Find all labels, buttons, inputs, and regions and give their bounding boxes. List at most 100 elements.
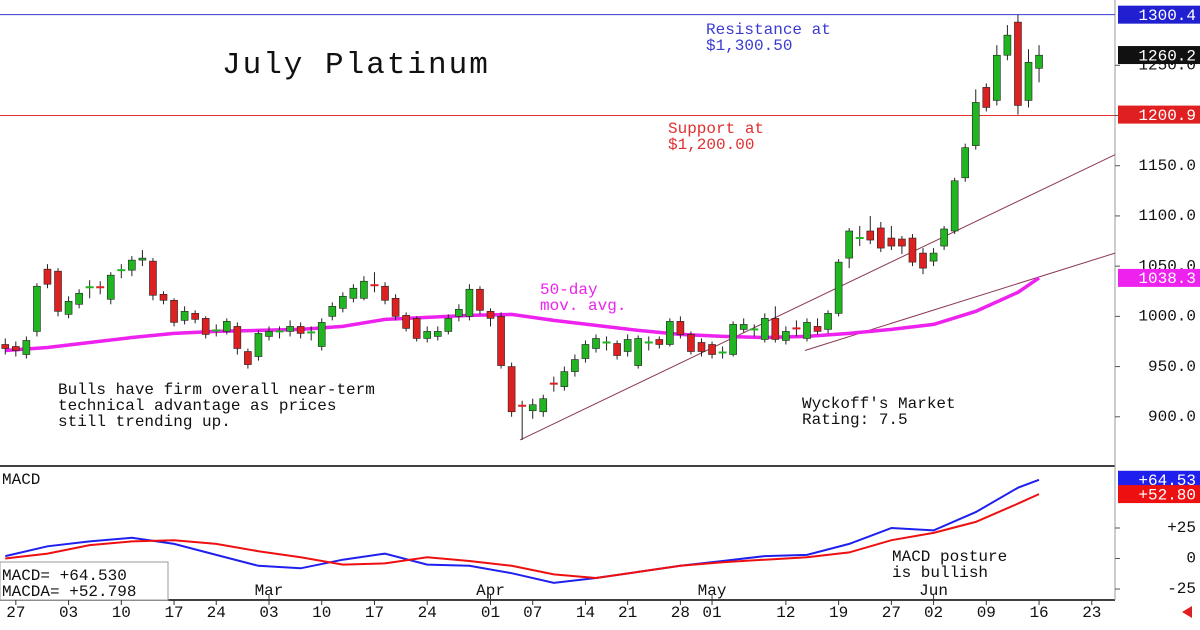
readout: MACD= +64.530: [2, 567, 127, 585]
candle-body: [729, 324, 737, 355]
candle-body: [666, 321, 674, 345]
candle-body: [75, 292, 83, 305]
value-box: [1118, 46, 1200, 65]
annotation: mov. avg.: [540, 297, 626, 315]
x-tick-label: 19: [829, 604, 848, 622]
candle-body: [887, 237, 896, 247]
y-tick-label: 1000.0: [1138, 308, 1196, 326]
y-tick-label: 1100.0: [1138, 207, 1196, 225]
candle-body: [792, 327, 801, 330]
candle-body: [212, 329, 221, 332]
trendline: [519, 154, 1116, 441]
candle-body: [845, 230, 853, 259]
candle-body: [602, 341, 611, 344]
value-box: [1118, 470, 1200, 489]
candle-body: [581, 344, 590, 359]
candle-body: [739, 324, 748, 330]
candle-body: [961, 147, 970, 179]
readout: MACDA= +52.798: [2, 583, 136, 601]
annotation: is bullish: [892, 564, 988, 582]
candle-body: [149, 260, 157, 296]
value-box: [1118, 268, 1200, 287]
candle-body: [782, 331, 790, 341]
candle-body: [919, 252, 927, 269]
candle-body: [1, 344, 10, 349]
annotation: still trending up.: [58, 413, 231, 431]
candle-body: [982, 87, 991, 108]
candle-body: [412, 318, 421, 339]
candle-body: [813, 326, 822, 332]
candle-body: [433, 331, 442, 337]
annotation: 50-day: [540, 281, 598, 299]
candle-body: [834, 261, 843, 314]
candle-body: [771, 318, 780, 340]
y-tick-label: 900.0: [1148, 408, 1196, 426]
candle-body: [1003, 34, 1012, 56]
candle-body: [476, 288, 484, 311]
x-tick-label: 12: [776, 604, 795, 622]
candle-body: [444, 318, 453, 332]
scroll-arrow[interactable]: [1182, 606, 1192, 618]
candle-body: [106, 274, 115, 300]
candle-body: [866, 230, 875, 241]
value-box-label: 1038.3: [1138, 270, 1196, 288]
candle-body: [170, 299, 178, 323]
value-box-label: 1300.4: [1138, 7, 1196, 25]
candle-body: [12, 346, 20, 351]
y-tick-label: 950.0: [1148, 358, 1196, 376]
candle-body: [908, 237, 917, 263]
candle-body: [465, 288, 474, 317]
candle-body: [159, 293, 168, 301]
candle-body: [539, 398, 548, 413]
annotation: Resistance at: [706, 21, 831, 39]
candle-body: [528, 404, 537, 412]
candle-body: [549, 382, 558, 385]
value-box: [1118, 485, 1200, 504]
candle-body: [760, 318, 769, 340]
candle-body: [370, 284, 379, 287]
month-label: Jun: [919, 582, 948, 600]
month-label: Apr: [476, 582, 505, 600]
candle-body: [307, 331, 316, 334]
candle-body: [275, 330, 284, 333]
value-box-label: +52.80: [1138, 486, 1196, 504]
candle-body: [33, 285, 41, 332]
annotation: $1,200.00: [668, 136, 754, 154]
x-tick-label: 24: [207, 604, 226, 622]
candle-body: [676, 321, 685, 335]
candle-body: [317, 322, 326, 347]
candle-body: [43, 268, 52, 285]
y-tick-label: -25: [1167, 580, 1196, 598]
candle-body: [191, 313, 199, 320]
x-tick-label: 27: [882, 604, 901, 622]
readout-box: [0, 561, 169, 601]
candle-body: [697, 342, 706, 352]
x-tick-label: 28: [671, 604, 690, 622]
candle-body: [360, 280, 368, 299]
candle-body: [497, 316, 505, 366]
x-tick-label: 21: [618, 604, 637, 622]
x-tick-label: 14: [576, 604, 595, 622]
moving-average: [5, 276, 1040, 353]
x-tick-label: 07: [523, 604, 542, 622]
x-tick-label: 01: [702, 604, 721, 622]
month-label: Mar: [255, 582, 284, 600]
annotation: $1,300.50: [706, 37, 792, 55]
candle-body: [898, 238, 906, 247]
candle-body: [971, 102, 980, 146]
candle-body: [254, 333, 263, 357]
x-tick-label: 16: [1029, 604, 1048, 622]
candle-body: [855, 237, 864, 240]
annotation: Wyckoff's Market: [802, 395, 956, 413]
candle-body: [655, 339, 664, 345]
candle-body: [993, 54, 1001, 101]
x-tick-label: 17: [164, 604, 183, 622]
chart-title: July Platinum: [222, 48, 490, 83]
x-tick-label: 17: [365, 604, 384, 622]
y-tick-label: 0: [1186, 550, 1196, 568]
candle-body: [644, 341, 653, 344]
x-tick-label: 02: [924, 604, 943, 622]
candle-body: [85, 286, 94, 289]
